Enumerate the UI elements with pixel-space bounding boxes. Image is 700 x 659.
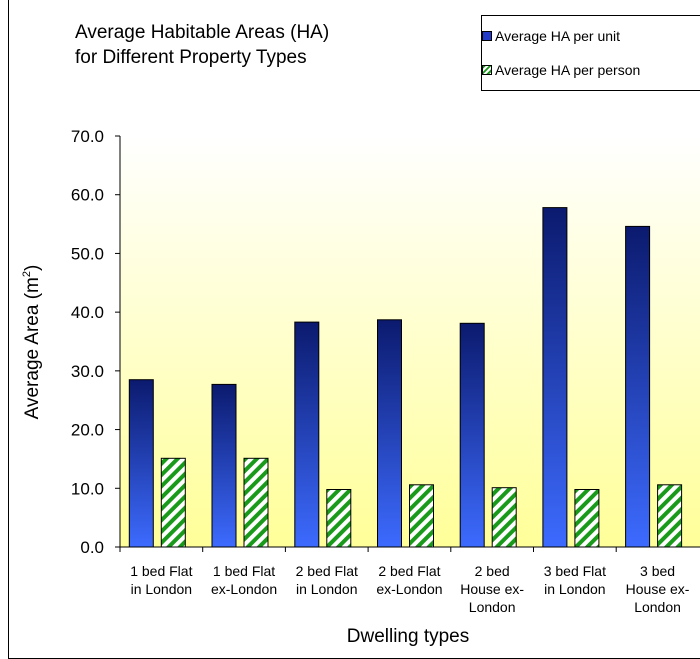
bar-unit-0 (128, 379, 154, 548)
bar-person-5 (574, 489, 600, 548)
y-tick-label-4: 40.0 (71, 303, 104, 322)
legend-label-person: Average HA per person (495, 62, 641, 78)
y-tick-label-6: 60.0 (71, 186, 104, 205)
y-tick-label-5: 50.0 (71, 244, 104, 263)
bar-person-3 (409, 484, 434, 548)
bar-unit-1 (211, 383, 237, 548)
y-tick-label-2: 20.0 (71, 421, 104, 440)
x-tick-label-1: 1 bed Flat ex-London (211, 563, 277, 597)
bar-person-4 (491, 487, 517, 548)
y-tick-label-0: 0.0 (80, 538, 104, 557)
legend: Average HA per unit Average HA per perso… (481, 15, 700, 91)
bar-unit-4 (459, 322, 485, 548)
legend-swatch-unit (482, 31, 492, 41)
x-tick-label-5: 3 bed Flat in London (544, 563, 606, 597)
x-axis-label: Dwelling types (347, 626, 470, 647)
bar-unit-2 (294, 321, 320, 548)
y-tick-label-7: 70.0 (71, 127, 104, 146)
y-axis-label: Average Area (m2) (21, 265, 43, 420)
y-tick-label-1: 10.0 (71, 479, 104, 498)
x-tick-label-6: 3 bed House ex-London (626, 563, 690, 615)
chart-title: Average Habitable Areas (HA) for Differe… (75, 22, 330, 68)
bar-person-6 (657, 484, 683, 548)
legend-item-person: Average HA per person (482, 61, 640, 79)
bar-person-1 (243, 457, 269, 548)
x-tick-label-2: 2 bed Flat in London (296, 563, 358, 597)
bar-unit-3 (377, 319, 402, 548)
bar-unit-6 (625, 225, 651, 548)
legend-label-unit: Average HA per unit (495, 28, 621, 44)
x-tick-label-4: 2 bed House ex-London (460, 563, 524, 615)
y-tick-label-3: 30.0 (71, 362, 104, 381)
legend-item-unit: Average HA per unit (482, 27, 620, 45)
bar-unit-5 (542, 207, 568, 548)
x-tick-label-0: 1 bed Flat in London (130, 563, 192, 597)
bar-person-2 (326, 489, 352, 548)
x-tick-label-3: 2 bed Flat ex-London (376, 563, 442, 597)
bar-person-0 (160, 457, 186, 548)
legend-swatch-person (482, 65, 492, 75)
